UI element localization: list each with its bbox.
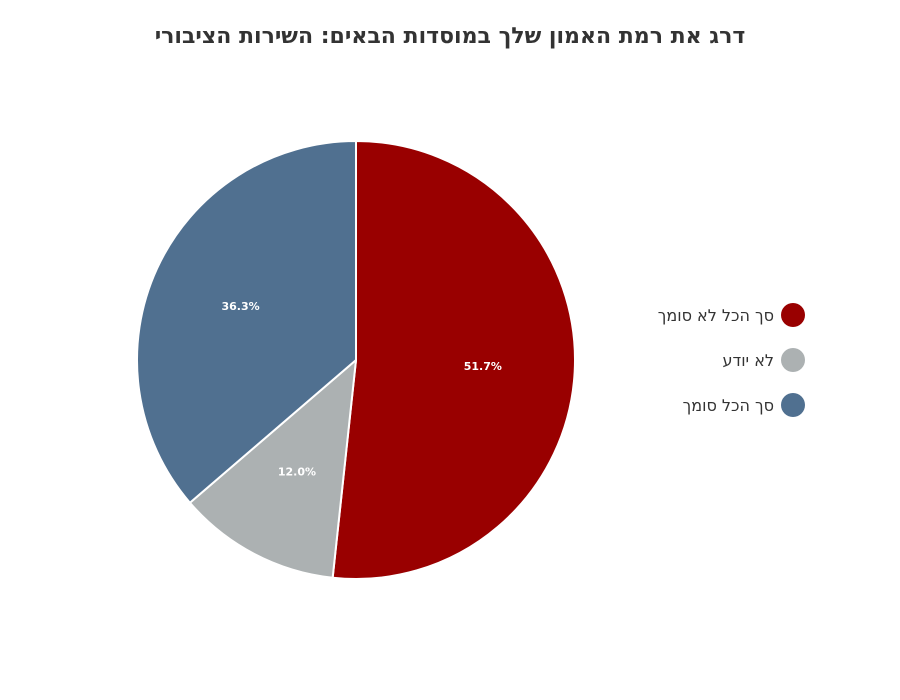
legend-label: סך הכל סומך [682,395,774,415]
slice-label-1: 12.0% [278,465,316,478]
pie-slice-2[interactable] [136,140,357,504]
legend: סך הכל לא סומך לא יודע סך הכל סומך [560,298,805,433]
legend-item-total-trust[interactable]: סך הכל סומך [560,388,805,422]
pie-slice-0[interactable] [331,140,576,580]
legend-label: סך הכל לא סומך [657,305,774,325]
legend-item-total-not-trust[interactable]: סך הכל לא סומך [560,298,805,332]
slice-label-2: 36.3% [221,300,259,313]
slice-label-0: 51.7% [464,360,502,373]
legend-swatch [781,303,805,327]
legend-item-dont-know[interactable]: לא יודע [560,343,805,377]
pie-slice-1[interactable] [188,359,357,579]
legend-swatch [781,348,805,372]
legend-label: לא יודע [722,350,774,370]
legend-swatch [781,393,805,417]
chart-title: דרג את רמת האמון שלך במוסדות הבאים: השיר… [154,24,746,49]
